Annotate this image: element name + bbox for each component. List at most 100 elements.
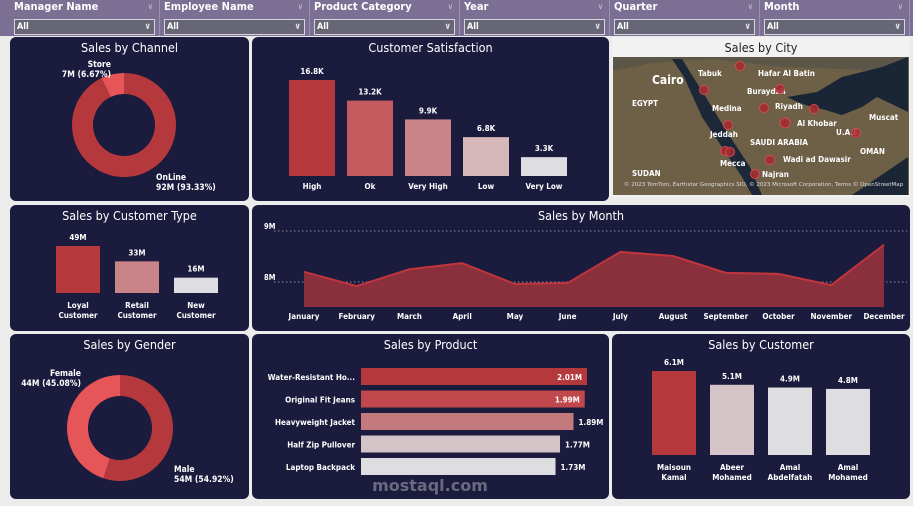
slice-label: Female: [50, 369, 81, 379]
chevron-down-icon[interactable]: ∨: [447, 2, 453, 11]
map-label: Hafar Al Batin: [758, 69, 815, 78]
filter-label: Employee Name: [164, 0, 254, 13]
bar: [56, 246, 100, 293]
data-label: 16.8K: [300, 67, 324, 76]
x-tick-label: June: [558, 312, 577, 321]
filter-label: Year: [464, 0, 489, 13]
map-label: Najran: [762, 170, 789, 179]
slice-store: [101, 73, 124, 98]
filter-year: Year ∨ All ∨: [460, 0, 610, 36]
category-label: Customer: [58, 311, 97, 320]
chevron-down-icon: ∨: [744, 22, 751, 32]
slice-female: [66, 375, 120, 479]
chevron-down-icon[interactable]: ∨: [147, 2, 153, 11]
product-chart: Water-Resistant Ho... 2.01M Original Fit J…: [268, 368, 603, 495]
filter-dropdown[interactable]: All ∨: [764, 19, 905, 35]
chevron-down-icon[interactable]: ∨: [897, 2, 903, 11]
sales-by-month-panel: Sales by Month 9M 8M January February March Ap…: [252, 205, 910, 331]
filter-dropdown[interactable]: All ∨: [14, 19, 155, 35]
map-label: SAUDI ARABIA: [750, 138, 808, 147]
filter-employee-name: Employee Name ∨ All ∨: [160, 0, 310, 36]
category-label: New: [187, 301, 205, 310]
city-bubble: [725, 147, 735, 157]
filter-manager-name: Manager Name ∨ All ∨: [10, 0, 160, 36]
panel-title: Sales by City: [724, 40, 798, 55]
month-chart: 9M 8M January February March April May June July…: [264, 222, 907, 321]
category-label: High: [303, 182, 322, 191]
map-label: Buraydah: [747, 87, 786, 96]
x-tick-label: May: [507, 312, 524, 321]
bar: [521, 157, 567, 176]
customer-chart: 6.1MMaisounKamal5.1MAbeerMohamed4.9MAmal…: [652, 358, 870, 482]
panel-title: Customer Satisfaction: [368, 40, 493, 55]
category-label: Customer: [176, 311, 215, 320]
bar: [347, 100, 393, 176]
category-label: Water-Resistant Ho...: [268, 373, 355, 382]
city-bubble: [750, 169, 760, 179]
x-tick-label: January: [288, 312, 320, 321]
data-label: 6.1M: [664, 358, 684, 367]
slice-online: [72, 73, 177, 177]
category-label: Mohamed: [712, 473, 752, 482]
filter-dropdown[interactable]: All ∨: [464, 19, 605, 35]
bar: [361, 435, 561, 453]
filter-label: Product Category: [314, 0, 412, 13]
filter-dropdown[interactable]: All ∨: [314, 19, 455, 35]
filter-quarter: Quarter ∨ All ∨: [610, 0, 760, 36]
data-label: 4.8M: [838, 376, 858, 385]
filter-label: Month: [764, 0, 800, 13]
map-label: Tabuk: [698, 69, 722, 78]
y-tick-label: 9M: [264, 222, 276, 231]
bar: [463, 137, 509, 176]
map-label: Wadi ad Dawasir: [783, 155, 851, 164]
filter-value: All: [467, 22, 479, 32]
map-attribution: © 2023 TomTom, Earthstar Geographics SIO…: [624, 182, 904, 188]
chevron-down-icon: ∨: [594, 22, 601, 32]
chevron-down-icon[interactable]: ∨: [297, 2, 303, 11]
bar: [174, 277, 218, 293]
category-label: Ok: [365, 182, 376, 191]
filter-dropdown[interactable]: All ∨: [164, 19, 305, 35]
category-label: Original Fit Jeans: [285, 396, 355, 405]
data-label: 1.73M: [561, 463, 586, 472]
filter-month: Month ∨ All ∨: [760, 0, 910, 36]
bar: [652, 371, 696, 455]
category-label: Abeer: [720, 463, 744, 472]
filter-dropdown[interactable]: All ∨: [614, 19, 755, 35]
slice-value-label: 7M (6.67%): [62, 70, 111, 80]
slice-label: Male: [174, 465, 195, 475]
chevron-down-icon: ∨: [294, 22, 301, 32]
x-tick-label: October: [762, 312, 795, 321]
map-label: Cairo: [652, 73, 684, 87]
filter-value: All: [167, 22, 179, 32]
map-label: Riyadh: [775, 102, 803, 111]
city-chart: Tabuk Hafar Al Batin Cairo Buraydah EGYPT Med…: [613, 57, 909, 195]
sales-by-gender-panel: Sales by Gender Male 54M (54.92%) Female 44M…: [10, 334, 249, 499]
filter-value: All: [617, 22, 629, 32]
panel-title: Sales by Customer Type: [62, 208, 197, 223]
panel-title: Sales by Product: [383, 337, 478, 352]
customer-satisfaction-panel: Customer Satisfaction 16.8K High 13.2K Ok 9.9…: [252, 37, 609, 201]
bar: [361, 390, 585, 408]
chevron-down-icon[interactable]: ∨: [597, 2, 603, 11]
x-tick-label: December: [863, 312, 905, 321]
category-label: Customer: [117, 311, 156, 320]
slice-value-label: 44M (45.08%): [21, 379, 81, 389]
slice-male: [103, 375, 173, 481]
map-label: Muscat: [869, 113, 899, 122]
data-label: 1.99M: [555, 396, 580, 405]
map-red-sea: [672, 59, 762, 195]
map-label: SUDAN: [632, 169, 661, 178]
city-bubble: [759, 103, 769, 113]
data-label: 3.3K: [535, 144, 554, 153]
filter-label: Quarter: [614, 0, 658, 13]
sales-by-city-panel: Sales by City Tabuk Hafar Al Batin Cairo Bur…: [612, 37, 910, 197]
category-label: Abdelfatah: [768, 473, 813, 482]
filter-value: All: [317, 22, 329, 32]
panel-title: Sales by Customer: [708, 337, 814, 352]
chevron-down-icon[interactable]: ∨: [747, 2, 753, 11]
data-label: 5.1M: [722, 372, 742, 381]
satisfaction-chart: 16.8K High 13.2K Ok 9.9K Very High 6.8K Low 3.3K…: [289, 67, 567, 191]
map-gulf: [787, 57, 908, 115]
